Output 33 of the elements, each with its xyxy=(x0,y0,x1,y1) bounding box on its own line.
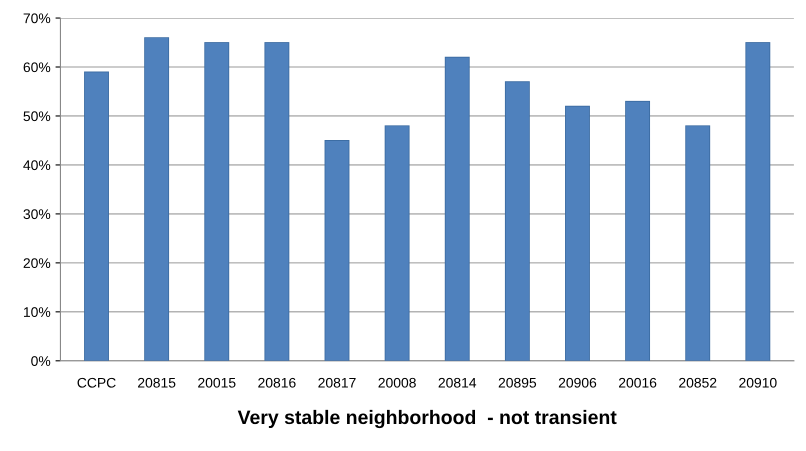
x-tick-label: 20815 xyxy=(138,378,176,388)
bar xyxy=(745,42,770,361)
bar xyxy=(565,106,590,361)
bar xyxy=(384,125,410,361)
bar xyxy=(84,71,109,361)
x-tick-label: 20008 xyxy=(378,378,416,388)
x-tick-label: 20895 xyxy=(498,378,536,388)
bar xyxy=(144,37,170,361)
x-tick-label: 20016 xyxy=(618,378,656,388)
bar xyxy=(204,42,230,361)
x-tick-label: 20816 xyxy=(258,378,296,388)
x-tick-label: 20015 xyxy=(198,378,236,388)
bar xyxy=(504,81,530,361)
y-tick-label: 0% xyxy=(31,356,50,366)
bar xyxy=(444,56,470,361)
x-axis-title: Very stable neighborhood - not transient xyxy=(238,410,617,428)
x-tick-label: 20852 xyxy=(679,378,716,388)
y-tick-label: 60% xyxy=(24,62,50,72)
bar xyxy=(264,42,290,361)
x-tick-label: 20814 xyxy=(438,378,476,388)
y-tick-label: 40% xyxy=(23,160,50,170)
y-tick-label: 10% xyxy=(24,307,50,318)
bar xyxy=(685,125,710,361)
y-tick-label: 30% xyxy=(23,209,50,220)
y-tick-label: 20% xyxy=(24,258,50,268)
y-tick-label: 70% xyxy=(24,13,50,24)
y-tick-label: 50% xyxy=(23,111,50,122)
x-tick-label: 20910 xyxy=(739,378,777,388)
bar xyxy=(324,140,350,361)
x-tick-label: 20906 xyxy=(558,378,596,388)
x-tick-label: CCPC xyxy=(78,378,116,388)
x-tick-label: 20817 xyxy=(318,378,356,388)
bar xyxy=(625,100,650,361)
